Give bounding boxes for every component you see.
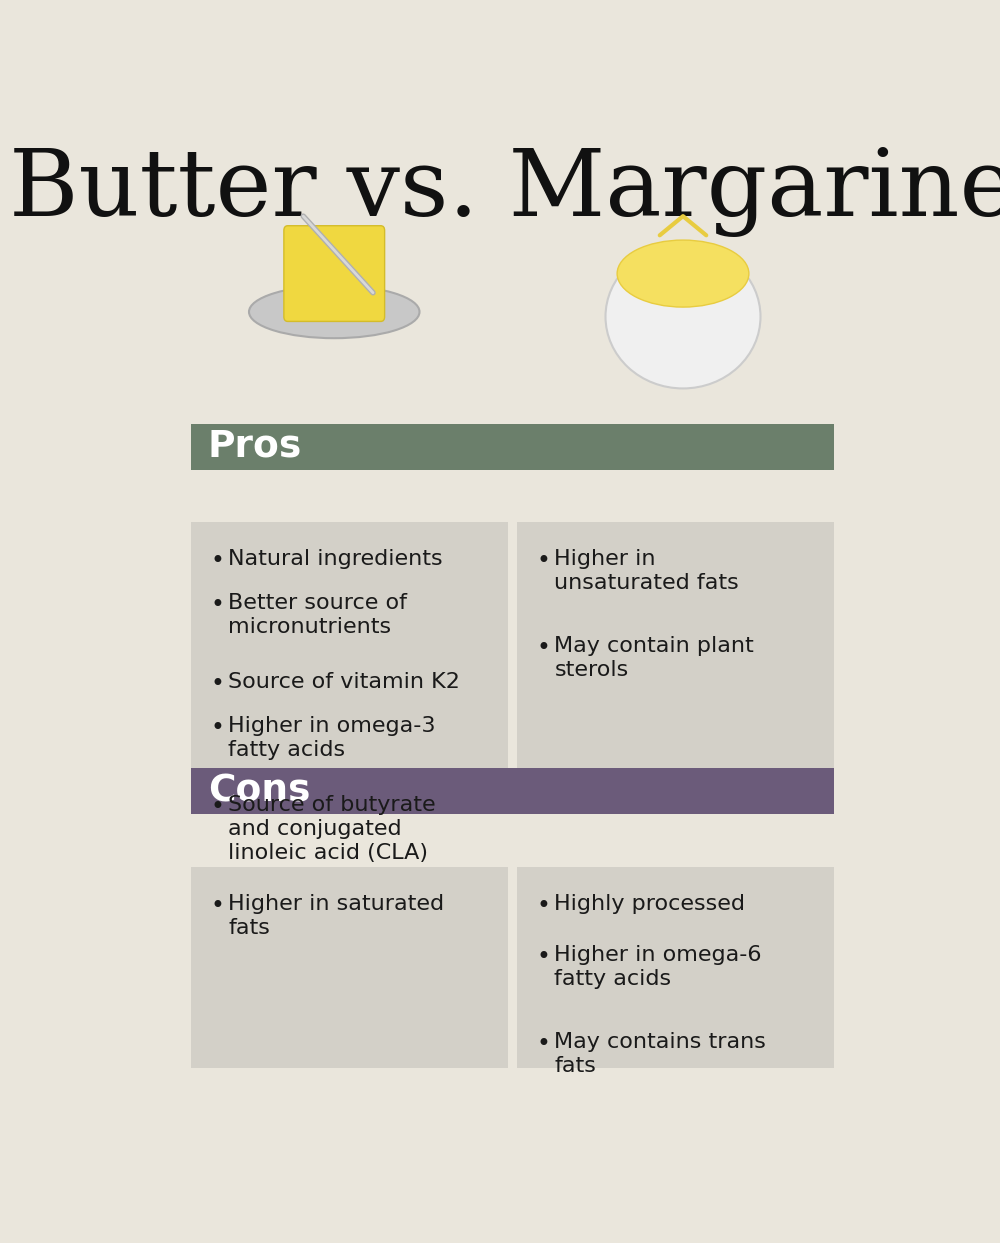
Ellipse shape	[606, 245, 761, 389]
Text: Highly processed: Highly processed	[554, 894, 745, 914]
Text: Higher in omega-3
fatty acids: Higher in omega-3 fatty acids	[228, 716, 436, 759]
Text: •: •	[537, 945, 550, 970]
Text: Pros: Pros	[208, 429, 302, 465]
Text: May contains trans
fats: May contains trans fats	[554, 1032, 766, 1076]
Text: •: •	[210, 794, 224, 819]
Ellipse shape	[617, 240, 749, 307]
Text: Source of vitamin K2: Source of vitamin K2	[228, 672, 460, 692]
FancyBboxPatch shape	[191, 522, 508, 804]
Text: Source of butyrate
and conjugated
linoleic acid (CLA): Source of butyrate and conjugated linole…	[228, 794, 436, 863]
Text: Butter vs. Margarine: Butter vs. Margarine	[9, 147, 1000, 237]
FancyBboxPatch shape	[191, 424, 834, 470]
Text: May contain plant
sterols: May contain plant sterols	[554, 636, 754, 680]
Text: Higher in omega-6
fatty acids: Higher in omega-6 fatty acids	[554, 945, 762, 989]
FancyBboxPatch shape	[517, 868, 834, 1068]
Text: •: •	[210, 593, 224, 617]
FancyBboxPatch shape	[191, 868, 508, 1068]
FancyBboxPatch shape	[191, 768, 834, 814]
Text: •: •	[210, 894, 224, 917]
Ellipse shape	[249, 286, 420, 338]
FancyBboxPatch shape	[517, 522, 834, 804]
Text: Margarine: Margarine	[581, 425, 766, 456]
Text: Butter: Butter	[294, 425, 409, 456]
Text: •: •	[537, 636, 550, 660]
Text: Cons: Cons	[208, 773, 310, 809]
Text: •: •	[210, 549, 224, 573]
Text: •: •	[210, 716, 224, 740]
Text: Higher in saturated
fats: Higher in saturated fats	[228, 894, 444, 937]
Text: •: •	[210, 672, 224, 696]
Text: •: •	[537, 549, 550, 573]
Text: Higher in
unsaturated fats: Higher in unsaturated fats	[554, 549, 739, 593]
Text: Better source of
micronutrients: Better source of micronutrients	[228, 593, 407, 636]
Text: Natural ingredients: Natural ingredients	[228, 549, 443, 569]
Text: •: •	[537, 1032, 550, 1055]
FancyBboxPatch shape	[284, 226, 385, 322]
Text: •: •	[537, 894, 550, 917]
